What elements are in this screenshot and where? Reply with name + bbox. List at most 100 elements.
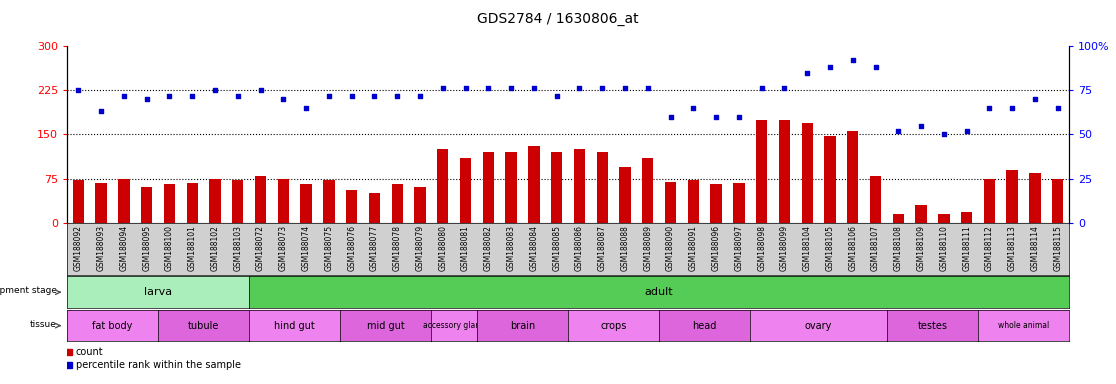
Point (867, 64, 885, 70)
Text: GSM188083: GSM188083 (507, 225, 516, 271)
Point (525, 85, 542, 91)
Point (912, 122, 930, 129)
Point (798, 70, 816, 76)
Text: testes: testes (917, 321, 947, 331)
Point (1003, 105, 1021, 111)
Point (137, 96, 155, 102)
Bar (939, 214, 950, 223)
Text: larva: larva (144, 287, 172, 297)
Point (183, 93, 201, 99)
Text: GSM188074: GSM188074 (301, 225, 310, 271)
Text: brain: brain (510, 321, 535, 331)
Text: GSM188073: GSM188073 (279, 225, 288, 271)
Text: mid gut: mid gut (367, 321, 405, 331)
Bar (324, 180, 335, 223)
Point (1026, 96, 1043, 102)
Point (594, 85, 612, 91)
Bar (186, 183, 198, 223)
Text: GSM188089: GSM188089 (643, 225, 652, 271)
Point (115, 93, 133, 99)
Text: GSM188072: GSM188072 (256, 225, 266, 271)
Bar (597, 152, 608, 223)
Text: GSM188084: GSM188084 (529, 225, 538, 271)
Bar (210, 179, 221, 223)
Bar (711, 184, 722, 223)
Bar (915, 205, 926, 223)
Point (821, 64, 839, 70)
Text: crops: crops (600, 321, 627, 331)
Text: GSM188114: GSM188114 (1030, 225, 1039, 271)
Bar (141, 187, 153, 223)
Text: GSM188096: GSM188096 (712, 225, 721, 271)
Text: GSM188102: GSM188102 (211, 225, 220, 271)
Bar (232, 180, 243, 223)
Bar (1029, 173, 1040, 223)
Bar (642, 158, 654, 223)
Bar (687, 180, 699, 223)
Bar (346, 190, 357, 223)
Point (343, 93, 360, 99)
Text: GSM188079: GSM188079 (415, 225, 424, 271)
Point (320, 93, 338, 99)
Text: tissue: tissue (30, 319, 57, 329)
Bar (278, 179, 289, 223)
Text: GSM188077: GSM188077 (369, 225, 379, 271)
Text: GSM188094: GSM188094 (119, 225, 128, 271)
Bar (869, 175, 882, 223)
Text: GSM188103: GSM188103 (233, 225, 242, 271)
Bar (847, 131, 858, 223)
Point (69, 87, 87, 93)
Point (366, 93, 384, 99)
Text: tubule: tubule (187, 321, 220, 331)
Point (388, 93, 406, 99)
Text: GSM188110: GSM188110 (940, 225, 949, 271)
Text: accessory gland: accessory gland (423, 321, 485, 330)
Text: GSM188112: GSM188112 (985, 225, 994, 271)
Bar (665, 182, 676, 223)
Bar (733, 183, 744, 223)
Text: GSM188085: GSM188085 (552, 225, 561, 271)
Bar (300, 184, 311, 223)
Point (935, 131, 953, 137)
Bar (118, 179, 129, 223)
Text: GSM188107: GSM188107 (870, 225, 881, 271)
Text: GSM188111: GSM188111 (962, 225, 971, 271)
Bar (482, 152, 494, 223)
Text: GSM188097: GSM188097 (734, 225, 743, 271)
Point (161, 93, 179, 99)
Bar (506, 152, 517, 223)
Point (684, 105, 702, 111)
Text: hind gut: hind gut (275, 321, 315, 331)
Text: GSM188088: GSM188088 (620, 225, 629, 271)
Bar (893, 214, 904, 223)
Text: ovary: ovary (805, 321, 833, 331)
Point (251, 87, 269, 93)
Point (752, 85, 770, 91)
Bar (528, 146, 539, 223)
Text: GSM188113: GSM188113 (1008, 225, 1017, 271)
Text: GSM188104: GSM188104 (802, 225, 811, 271)
Text: GSM188081: GSM188081 (461, 225, 470, 271)
Text: development stage: development stage (0, 286, 57, 295)
Text: GSM188098: GSM188098 (757, 225, 767, 271)
Point (730, 114, 748, 120)
Text: GSM188078: GSM188078 (393, 225, 402, 271)
Point (638, 85, 656, 91)
Text: GSM188080: GSM188080 (439, 225, 448, 271)
Bar (574, 149, 585, 223)
Text: GSM188076: GSM188076 (347, 225, 356, 271)
Point (297, 105, 315, 111)
Text: GSM188082: GSM188082 (484, 225, 493, 271)
Text: adult: adult (645, 287, 673, 297)
Text: whole animal: whole animal (998, 321, 1049, 330)
Bar (368, 193, 381, 223)
Text: GSM188100: GSM188100 (165, 225, 174, 271)
Bar (551, 152, 562, 223)
Point (981, 105, 999, 111)
Bar (825, 136, 836, 223)
Bar (460, 158, 471, 223)
Bar (164, 184, 175, 223)
Text: GSM188075: GSM188075 (325, 225, 334, 271)
Point (662, 114, 680, 120)
Text: GDS2784 / 1630806_at: GDS2784 / 1630806_at (478, 12, 638, 25)
